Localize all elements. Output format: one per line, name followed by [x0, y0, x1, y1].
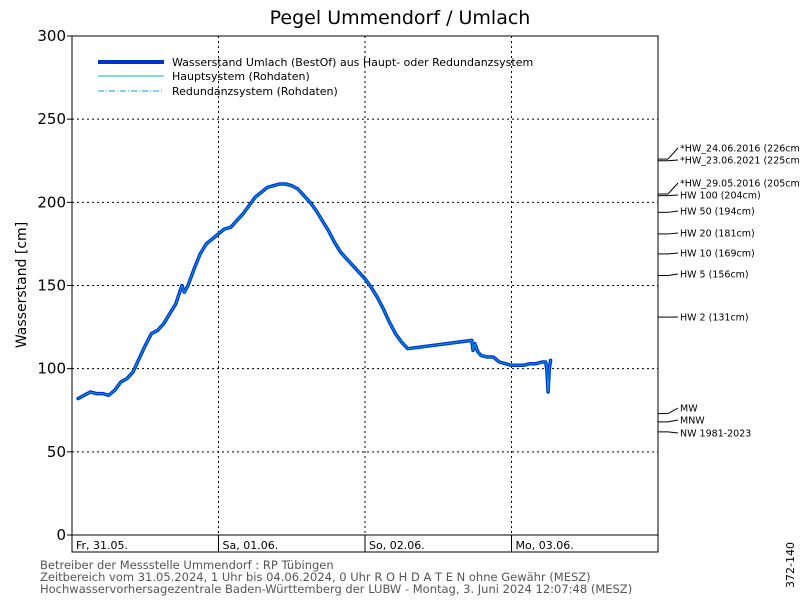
threshold-markers: *HW_24.06.2016 (226cm)*HW_23.06.2021 (22… — [658, 144, 800, 440]
y-tick-label: 50 — [47, 443, 66, 461]
threshold-leader — [668, 148, 678, 159]
x-tick-label: Sa, 01.06. — [223, 539, 279, 552]
legend-label-redundanzsystem: Redundanzsystem (Rohdaten) — [172, 85, 338, 98]
x-tick-label: So, 02.06. — [369, 539, 425, 552]
threshold-leader — [668, 420, 678, 422]
legend: Wasserstand Umlach (BestOf) aus Haupt- o… — [98, 56, 533, 98]
grid-lines — [67, 36, 658, 552]
threshold-label: NW 1981-2023 — [680, 429, 751, 440]
legend-label-hauptsystem: Hauptsystem (Rohdaten) — [172, 70, 310, 83]
series-line-raw-overlay — [78, 184, 550, 399]
data-series — [78, 184, 550, 399]
threshold-label: *HW_24.06.2016 (226cm) — [680, 144, 800, 155]
y-tick-label: 300 — [37, 27, 66, 45]
y-tick-label: 150 — [37, 277, 66, 295]
series-line-0 — [78, 184, 550, 399]
y-tick-label: 0 — [56, 526, 66, 544]
threshold-label: HW 20 (181cm) — [680, 229, 755, 240]
measurement-code: 372-140 — [784, 542, 797, 588]
y-axis-label: Wasserstand [cm] — [14, 222, 30, 348]
threshold-leader — [668, 253, 678, 254]
threshold-leader — [668, 160, 678, 161]
threshold-leader — [668, 195, 678, 196]
threshold-leader — [668, 408, 678, 414]
x-tick-label: Fr, 31.05. — [76, 539, 128, 552]
x-tick-labels: Fr, 31.05. Sa, 01.06. So, 02.06. Mo, 03.06. — [76, 539, 574, 552]
y-tick-labels: 0 50 100 150 200 250 300 — [37, 27, 66, 544]
legend-label-bestof: Wasserstand Umlach (BestOf) aus Haupt- o… — [172, 56, 533, 69]
y-tick-label: 100 — [37, 360, 66, 378]
y-tick-label: 250 — [37, 110, 66, 128]
x-tick-label: Mo, 03.06. — [516, 539, 574, 552]
threshold-label: HW 2 (131cm) — [680, 313, 749, 324]
threshold-leader — [668, 183, 678, 194]
threshold-leader — [668, 211, 678, 212]
threshold-label: HW 10 (169cm) — [680, 249, 755, 260]
chart-title: Pegel Ummendorf / Umlach — [270, 7, 531, 29]
threshold-leader — [668, 432, 678, 433]
plot-frame — [72, 36, 658, 552]
y-tick-label: 200 — [37, 193, 66, 211]
threshold-leader — [668, 274, 678, 276]
threshold-label: MW — [680, 404, 698, 415]
threshold-label: *HW_29.05.2016 (205cm) — [680, 179, 800, 190]
threshold-label: MNW — [680, 416, 705, 427]
threshold-label: HW 50 (194cm) — [680, 207, 755, 218]
footer-publisher: Hochwasservorhersagezentrale Baden-Württ… — [40, 582, 632, 596]
threshold-label: HW 100 (204cm) — [680, 191, 761, 202]
footer: Betreiber der Messstelle Ummendorf : RP … — [40, 557, 760, 603]
threshold-label: HW 5 (156cm) — [680, 270, 749, 281]
threshold-leader — [668, 233, 678, 234]
threshold-label: *HW_23.06.2021 (225cm) — [680, 156, 800, 167]
